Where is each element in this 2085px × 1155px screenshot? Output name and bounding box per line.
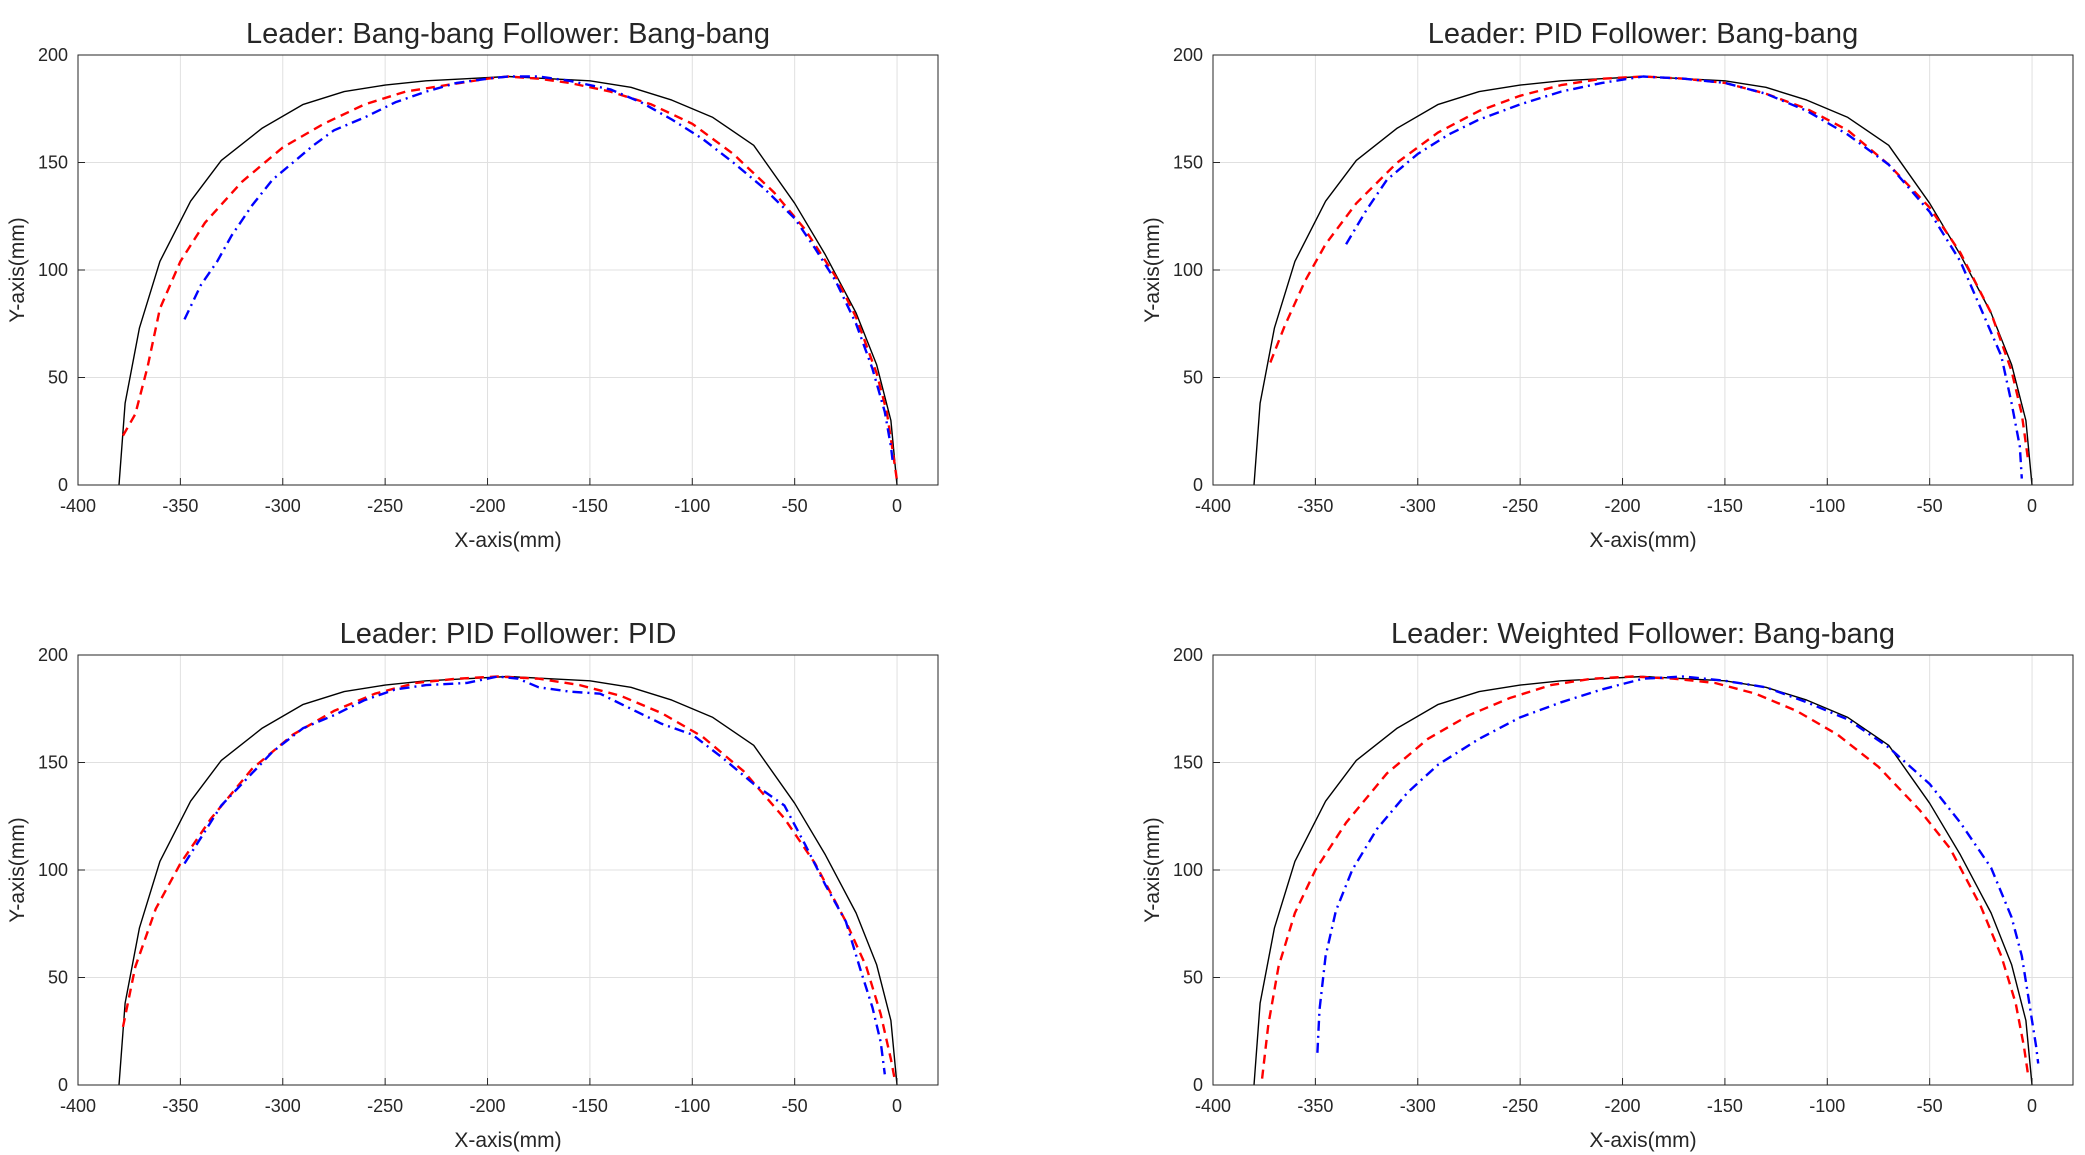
subplot-1-title: Leader: Bang-bang Follower: Bang-bang (246, 18, 770, 50)
subplot-2-y-tick-label: 200 (1173, 45, 1203, 65)
subplot-4-series-3-dashdot-line (1316, 675, 2040, 1064)
subplot-4-x-tick-label: -350 (1297, 1096, 1333, 1116)
subplot-4: Leader: Weighted Follower: Bang-bang X-a… (1141, 618, 2074, 1152)
subplot-1-x-tick-label: -150 (572, 496, 608, 516)
subplot-1-y-tick-label: 100 (38, 260, 68, 280)
subplot-3-x-tick-label: -100 (674, 1096, 710, 1116)
subplot-2-xlabel: X-axis(mm) (1589, 529, 1696, 552)
subplot-3-y-tick-label: 150 (38, 753, 68, 773)
subplot-3-x-tick-label: -350 (162, 1096, 198, 1116)
subplot-3-x-tick-label: -150 (572, 1096, 608, 1116)
subplot-4-y-tick-label: 50 (1183, 968, 1203, 988)
subplot-2-x-tick-label: -350 (1297, 496, 1333, 516)
subplot-3-xlabel: X-axis(mm) (454, 1129, 561, 1152)
subplot-4-x-tick-label: -50 (1917, 1096, 1943, 1116)
subplot-2-x-tick-label: -250 (1502, 496, 1538, 516)
subplot-3-x-tick-label: -50 (782, 1096, 808, 1116)
subplot-3-x-tick-label: -200 (470, 1096, 506, 1116)
subplot-1-ylabel: Y-axis(mm) (6, 217, 29, 322)
subplot-4-x-tick-label: -100 (1809, 1096, 1845, 1116)
subplot-1-x-tick-label: -100 (674, 496, 710, 516)
subplot-4-x-tick-label: 0 (2027, 1096, 2037, 1116)
subplot-3-series-2-dashed-line (121, 675, 897, 1081)
subplot-1-x-tick-label: -350 (162, 496, 198, 516)
subplot-1-y-tick-label: 50 (48, 368, 68, 388)
subplot-4-y-tick-label: 100 (1173, 860, 1203, 880)
subplot-3-x-tick-label: 0 (892, 1096, 902, 1116)
subplot-4-x-tick-label: -150 (1707, 1096, 1743, 1116)
subplot-2-x-tick-label: -300 (1400, 496, 1436, 516)
subplot-1-x-tick-label: -300 (265, 496, 301, 516)
subplot-4-x-tick-label: -250 (1502, 1096, 1538, 1116)
subplot-3-x-tick-label: -400 (60, 1096, 96, 1116)
subplot-3-y-tick-label: 50 (48, 968, 68, 988)
subplot-1-y-tick-label: 0 (58, 475, 68, 495)
subplot-2: Leader: PID Follower: Bang-bang X-axis(m… (1141, 18, 2074, 552)
subplot-2-x-tick-label: -50 (1917, 496, 1943, 516)
subplot-4-y-tick-label: 150 (1173, 753, 1203, 773)
subplot-2-x-tick-label: -100 (1809, 496, 1845, 516)
subplot-3-x-tick-label: -250 (367, 1096, 403, 1116)
subplot-2-x-tick-label: 0 (2027, 496, 2037, 516)
subplot-3-y-tick-label: 200 (38, 645, 68, 665)
subplot-3-y-tick-label: 0 (58, 1075, 68, 1095)
subplot-4-y-tick-label: 200 (1173, 645, 1203, 665)
subplot-1-x-tick-label: -250 (367, 496, 403, 516)
subplot-3-ylabel: Y-axis(mm) (6, 817, 29, 922)
subplot-2-ylabel: Y-axis(mm) (1141, 217, 1164, 322)
subplot-1-x-tick-label: -400 (60, 496, 96, 516)
subplot-3-y-tick-label: 100 (38, 860, 68, 880)
subplot-3-title: Leader: PID Follower: PID (340, 618, 677, 650)
subplot-1-x-tick-label: -200 (470, 496, 506, 516)
subplot-4-series-2-dashed-line (1260, 675, 2030, 1079)
subplot-4-xlabel: X-axis(mm) (1589, 1129, 1696, 1152)
subplot-2-title: Leader: PID Follower: Bang-bang (1428, 18, 1858, 50)
subplot-2-y-tick-label: 100 (1173, 260, 1203, 280)
subplot-2-y-tick-label: 50 (1183, 368, 1203, 388)
subplot-1-x-tick-label: 0 (892, 496, 902, 516)
subplot-2-y-tick-label: 150 (1173, 153, 1203, 173)
subplot-2-y-tick-label: 0 (1193, 475, 1203, 495)
subplot-2-x-tick-label: -150 (1707, 496, 1743, 516)
subplot-1-y-tick-label: 150 (38, 153, 68, 173)
subplot-1-xlabel: X-axis(mm) (454, 529, 561, 552)
subplot-1: Leader: Bang-bang Follower: Bang-bang X-… (6, 18, 939, 552)
subplot-3-x-tick-label: -300 (265, 1096, 301, 1116)
subplot-1-x-tick-label: -50 (782, 496, 808, 516)
subplot-4-x-tick-label: -400 (1195, 1096, 1231, 1116)
subplot-4-x-tick-label: -300 (1400, 1096, 1436, 1116)
subplot-1-y-tick-label: 200 (38, 45, 68, 65)
subplot-2-x-tick-label: -200 (1605, 496, 1641, 516)
subplot-4-title: Leader: Weighted Follower: Bang-bang (1391, 618, 1895, 650)
subplot-4-y-tick-label: 0 (1193, 1075, 1203, 1095)
subplot-2-x-tick-label: -400 (1195, 496, 1231, 516)
subplot-3: Leader: PID Follower: PID X-axis(mm) Y-a… (6, 618, 939, 1152)
subplot-2-series-3-dashdot-line (1345, 75, 2023, 479)
subplot-4-x-tick-label: -200 (1605, 1096, 1641, 1116)
subplot-4-ylabel: Y-axis(mm) (1141, 817, 1164, 922)
